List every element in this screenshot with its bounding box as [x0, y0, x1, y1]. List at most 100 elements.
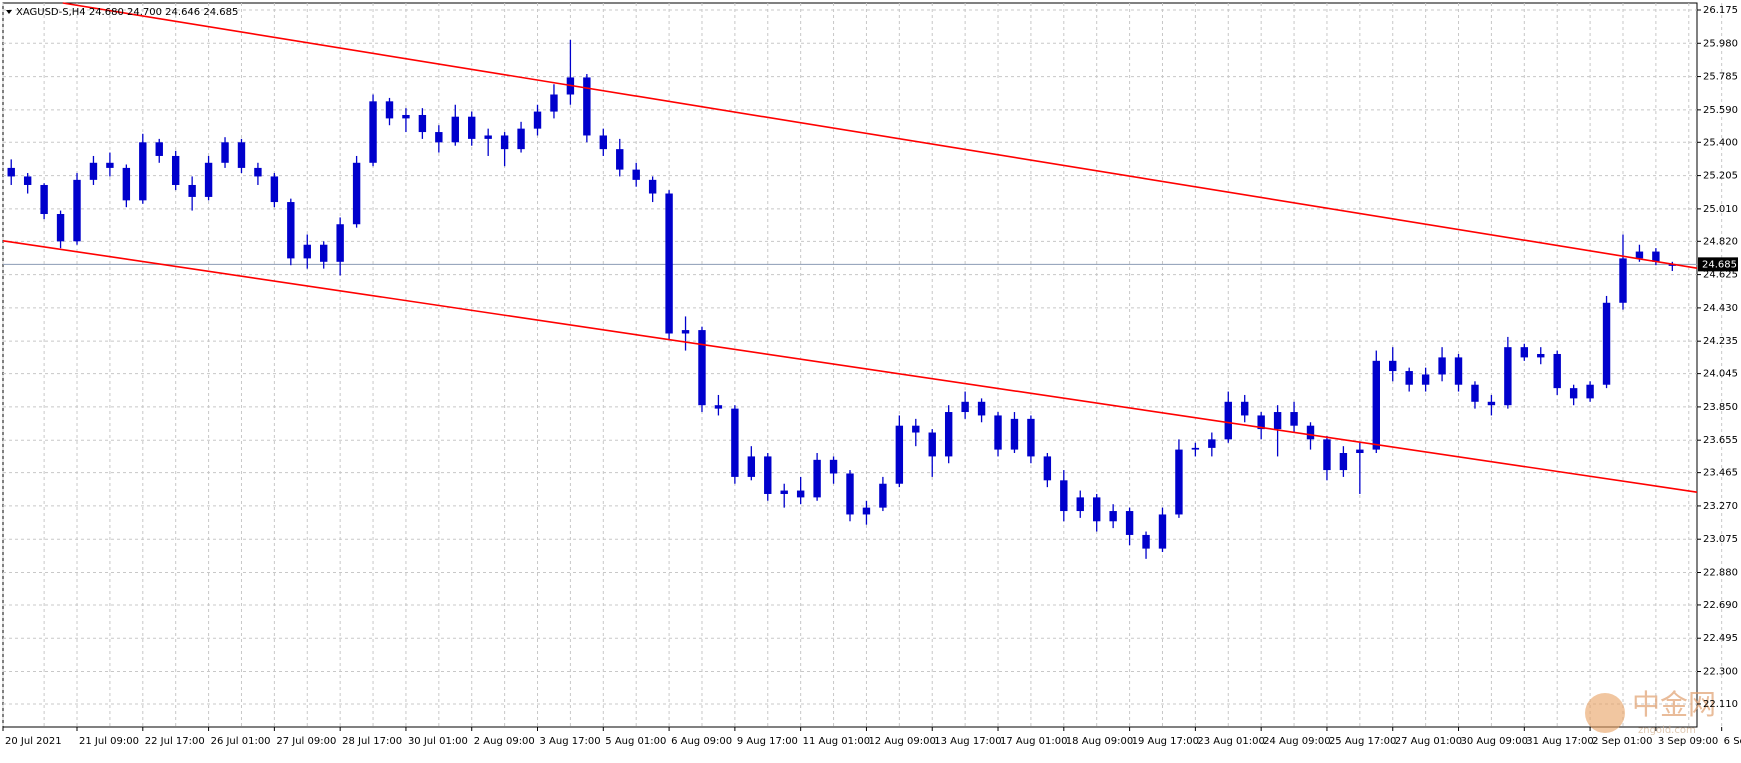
candle-body [188, 184, 196, 197]
candle-body [977, 401, 986, 416]
candle-body [40, 184, 48, 215]
candle-body [1504, 347, 1512, 406]
x-tick-label: 13 Aug 17:00 [934, 736, 1001, 747]
candle-body [237, 142, 246, 168]
candle-body [846, 473, 854, 515]
y-tick-label: 25.010 [1703, 204, 1738, 215]
y-tick-label: 25.205 [1703, 171, 1738, 182]
candle-body [402, 114, 410, 119]
candle-body [632, 169, 640, 180]
candle-body [254, 167, 262, 177]
candle-body [1339, 453, 1348, 471]
x-tick-label: 2 Sep 01:00 [1592, 736, 1652, 747]
x-tick-label: 6 Sep 17:00 [1724, 736, 1741, 747]
candle-body [1421, 374, 1430, 385]
x-tick-label: 28 Jul 17:00 [342, 736, 402, 747]
candle-body [468, 116, 476, 139]
y-tick-label: 25.980 [1703, 38, 1738, 49]
candle-body [928, 432, 936, 457]
y-tick-label: 23.465 [1703, 468, 1738, 479]
candle-body [879, 483, 887, 508]
marks [2, 2, 1698, 559]
y-tick-label: 24.625 [1703, 270, 1738, 281]
candle-body [451, 116, 459, 143]
plot-frame [2, 2, 1698, 728]
candle-body [533, 111, 542, 129]
y-tick-label: 25.400 [1703, 137, 1738, 148]
candle-body [1043, 456, 1052, 481]
candle-body [780, 490, 788, 494]
candle-body [56, 214, 65, 242]
trend-line [2, 239, 1698, 493]
candle-body [1158, 514, 1167, 549]
y-tick-label: 25.590 [1703, 105, 1738, 116]
candle-body [287, 202, 295, 259]
candle-body [1635, 251, 1644, 259]
x-tick-label: 5 Aug 01:00 [605, 736, 666, 747]
y-tick-label: 24.235 [1703, 336, 1738, 347]
candle-body [320, 244, 328, 262]
candle-body [1405, 371, 1413, 385]
candle-body [599, 135, 608, 150]
candle-body [369, 101, 377, 163]
candle-body [204, 162, 213, 197]
x-tick-label: 18 Aug 09:00 [1066, 736, 1133, 747]
y-tick-label: 24.430 [1703, 303, 1738, 314]
candle-body [1389, 360, 1397, 372]
candle-body [714, 405, 723, 409]
candle-body [1257, 415, 1265, 430]
candle-body [1273, 412, 1282, 430]
y-tick-label: 24.045 [1703, 369, 1738, 380]
candle-body [73, 179, 81, 242]
candle-body [1652, 251, 1660, 262]
candle-body [303, 244, 311, 259]
candle-body [1224, 401, 1232, 440]
candle-body [829, 459, 838, 474]
candle-body [1241, 401, 1249, 416]
candle-body [731, 408, 739, 477]
x-tick-label: 21 Jul 09:00 [79, 736, 139, 747]
candle-body [122, 167, 131, 201]
grid [2, 3, 1723, 727]
y-tick-label: 26.175 [1703, 5, 1738, 16]
x-tick-label: 25 Aug 17:00 [1329, 736, 1396, 747]
x-tick-label: 17 Aug 01:00 [1000, 736, 1067, 747]
candle-body [270, 176, 279, 203]
x-tick-label: 23 Aug 01:00 [1197, 736, 1264, 747]
candle-body [106, 162, 114, 168]
candle-body [385, 101, 394, 119]
candle-body [1191, 447, 1200, 450]
candle-body [1092, 497, 1101, 522]
candle-body [1487, 401, 1496, 406]
candle-body [1109, 511, 1117, 522]
x-tick-label: 11 Aug 01:00 [803, 736, 870, 747]
candle-body [1602, 302, 1611, 385]
x-tick-label: 3 Sep 09:00 [1658, 736, 1718, 747]
candle-body [1537, 353, 1545, 358]
candle-body [1290, 412, 1298, 426]
candle-body [961, 401, 969, 413]
x-tick-label: 27 Jul 09:00 [276, 736, 336, 747]
candle-body [1076, 497, 1084, 512]
x-tick-label: 30 Jul 01:00 [408, 736, 468, 747]
candle-body [1356, 449, 1364, 454]
candle-body [155, 142, 163, 156]
candle-body [1569, 388, 1578, 399]
candle-body [681, 330, 690, 334]
y-tick-label: 22.690 [1703, 600, 1738, 611]
candle-body [1520, 347, 1529, 358]
x-tick-label: 2 Aug 09:00 [474, 736, 535, 747]
candle-body [665, 193, 673, 334]
candle-body [435, 132, 443, 143]
candle-body [1175, 449, 1183, 515]
candle-body [1553, 353, 1561, 389]
candle-body [698, 330, 706, 406]
y-tick-label: 22.300 [1703, 667, 1738, 678]
x-tick-label: 19 Aug 17:00 [1132, 736, 1199, 747]
x-tick-label: 6 Aug 09:00 [671, 736, 732, 747]
candle-body [171, 155, 180, 185]
candle-body [550, 94, 558, 112]
x-tick-label: 20 Jul 2021 [5, 736, 62, 747]
y-tick-label: 25.785 [1703, 72, 1738, 83]
candle-body [1438, 357, 1446, 375]
